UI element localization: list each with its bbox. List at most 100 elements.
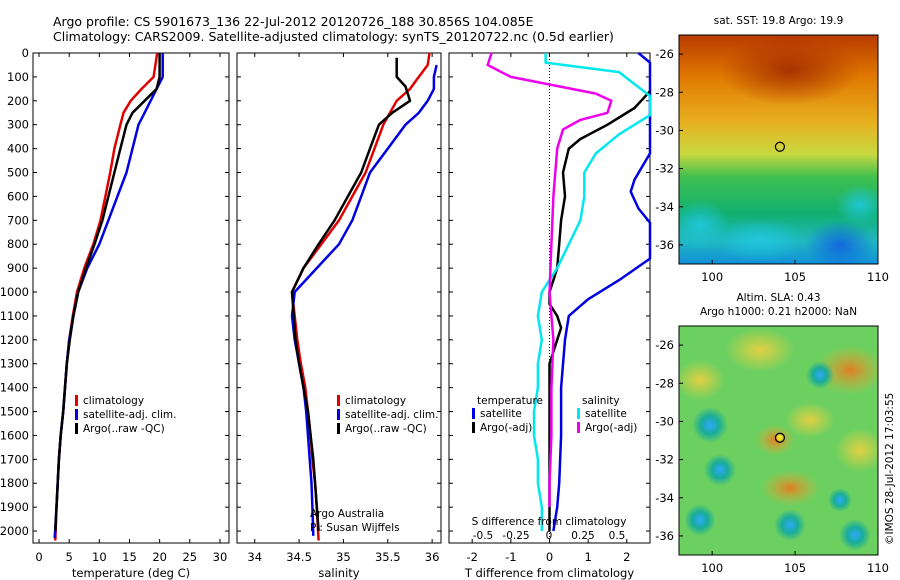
temperature-series-argo-raw-qc-: [54, 53, 161, 532]
salinity-series-climatology: [290, 52, 431, 541]
sla-map-title: Argo h1000: 0.21 h2000: NaN: [700, 306, 857, 318]
sla-map-ytick-label: -34: [655, 491, 674, 505]
sst-map-ytick-label: -36: [655, 238, 674, 252]
salinity-xlabel: salinity: [318, 566, 359, 580]
diff-legend-title-salinity: salinity: [582, 395, 620, 407]
salinity-axes-frame: [236, 52, 442, 544]
depth-tick-label: 500: [7, 166, 29, 180]
depth-tick-label: 1600: [0, 428, 29, 442]
depth-tick-label: 1500: [0, 405, 29, 419]
sla-map-ytick-label: -26: [655, 338, 674, 352]
sst-map-frame: [678, 34, 879, 265]
depth-tick-label: 900: [7, 261, 29, 275]
salinity-legend-label: Argo(..raw -QC): [345, 423, 427, 435]
sst-map-field: [679, 35, 878, 264]
temperature-series-climatology: [54, 52, 159, 541]
temperature-legend-label: satellite-adj. clim.: [83, 409, 176, 421]
diff-legend-swatch: [577, 408, 580, 419]
difference-xtick-label: 2: [623, 550, 630, 564]
depth-tick-label: 1100: [0, 309, 29, 323]
salinity-legend-swatch: [337, 395, 340, 406]
temperature-xtick-label: 0: [35, 550, 42, 564]
depth-tick-label: 600: [7, 189, 29, 203]
diff-top-tick-label: 0.25: [571, 530, 594, 542]
diff-top-tick-label: -0.25: [502, 530, 529, 542]
sst-map-ytick-label: -26: [655, 47, 674, 61]
depth-tick-label: 1800: [0, 476, 29, 490]
difference-series-salinity-argo-adj-: [486, 52, 613, 508]
diff-legend-label: Argo(-adj): [585, 422, 637, 434]
diff-legend-swatch: [472, 408, 475, 419]
salinity-legend-label: climatology: [345, 395, 406, 407]
plot-layer: 0 5 10 15 20 25 300100200300400500600700800900…: [0, 15, 896, 580]
sst-map-ytick-label: -28: [655, 85, 674, 99]
temperature-xtick-label: 20: [152, 550, 167, 564]
depth-tick-label: 100: [7, 70, 29, 84]
temperature-xtick-label: 5: [66, 550, 73, 564]
temperature-xtick-label: 15: [122, 550, 137, 564]
temperature-legend-label: Argo(..raw -QC): [83, 423, 165, 435]
temperature-xtick-label: 30: [213, 550, 228, 564]
sla-map-field: [679, 326, 878, 555]
salinity-legend-swatch: [337, 423, 340, 434]
depth-tick-label: 400: [7, 142, 29, 156]
difference-series-salinity-satellite: [532, 53, 652, 531]
salinity-legend-label: satellite-adj. clim.: [345, 409, 438, 421]
sla-map-argo-marker: [774, 432, 786, 443]
difference-series-temperature-argo-adj-: [548, 90, 651, 531]
depth-tick-label: 1700: [0, 452, 29, 466]
diff-legend-swatch: [577, 422, 580, 433]
figure-title-line2: Climatology: CARS2009. Satellite-adjuste…: [53, 29, 614, 44]
sst-map-ytick-label: -30: [655, 123, 674, 137]
difference-xtick-label: -2: [466, 550, 477, 564]
salinity-xtick-label: 34: [247, 550, 262, 564]
depth-tick-label: 200: [7, 94, 29, 108]
depth-tick-label: 0: [22, 46, 29, 60]
sst-map-ytick-label: -34: [655, 200, 674, 214]
figure-title-line1: Argo profile: CS 5901673_136 22-Jul-2012…: [53, 14, 534, 29]
temperature-legend-swatch: [75, 395, 78, 406]
depth-tick-label: 800: [7, 237, 29, 251]
depth-tick-label: 2000: [0, 524, 29, 538]
sla-map-frame: [678, 325, 879, 556]
sla-argo-marker-fill: [776, 434, 783, 441]
temperature-legend-label: climatology: [83, 395, 144, 407]
temperature-legend-swatch: [75, 409, 78, 420]
sst-map-xtick-label: 100: [701, 270, 723, 284]
sla-map-xtick-label: 100: [701, 561, 723, 575]
depth-tick-label: 300: [7, 118, 29, 132]
sla-map-ytick-label: -28: [655, 376, 674, 390]
sla-map-title: Altim. SLA: 0.43: [736, 292, 820, 304]
temperature-axes-frame: [32, 52, 230, 544]
diff-top-tick-label: -0.5: [473, 530, 494, 542]
salinity-xtick-label: 34.5: [286, 550, 312, 564]
sla-map-xtick-label: 105: [784, 561, 806, 575]
sla-map-ytick-label: -32: [655, 453, 674, 467]
sst-map-ytick-label: -32: [655, 162, 674, 176]
sst-map-argo-marker: [774, 141, 786, 152]
depth-tick-label: 700: [7, 213, 29, 227]
diff-top-tick-label: 0: [546, 530, 553, 542]
salinity-series-satellite-adj-clim-: [290, 64, 438, 536]
depth-tick-label: 1400: [0, 381, 29, 395]
owner-annotation: PI: Susan Wijffels: [310, 522, 400, 534]
sst-map-xtick-label: 110: [867, 270, 889, 284]
sla-map-xtick-label: 110: [867, 561, 889, 575]
diff-top-axis-label: S difference from climatology: [472, 516, 627, 528]
diff-legend-label: satellite: [585, 408, 627, 420]
difference-xtick-label: 1: [584, 550, 591, 564]
temperature-series-satellite-adj-clim-: [53, 53, 164, 539]
timestamp-stamp: ©IMOS 28-Jul-2012 17:03:55: [884, 393, 896, 545]
depth-tick-label: 1900: [0, 500, 29, 514]
temperature-xlabel: temperature (deg C): [72, 566, 190, 580]
sla-map-ytick-label: -36: [655, 529, 674, 543]
owner-annotation: Argo Australia: [310, 508, 384, 520]
depth-tick-label: 1000: [0, 285, 29, 299]
difference-xtick-label: -1: [505, 550, 516, 564]
depth-tick-label: 1300: [0, 357, 29, 371]
diff-legend-swatch: [472, 422, 475, 433]
temperature-xtick-label: 25: [182, 550, 197, 564]
diff-legend-label: Argo(-adj): [480, 422, 532, 434]
salinity-xtick-label: 35.5: [375, 550, 401, 564]
